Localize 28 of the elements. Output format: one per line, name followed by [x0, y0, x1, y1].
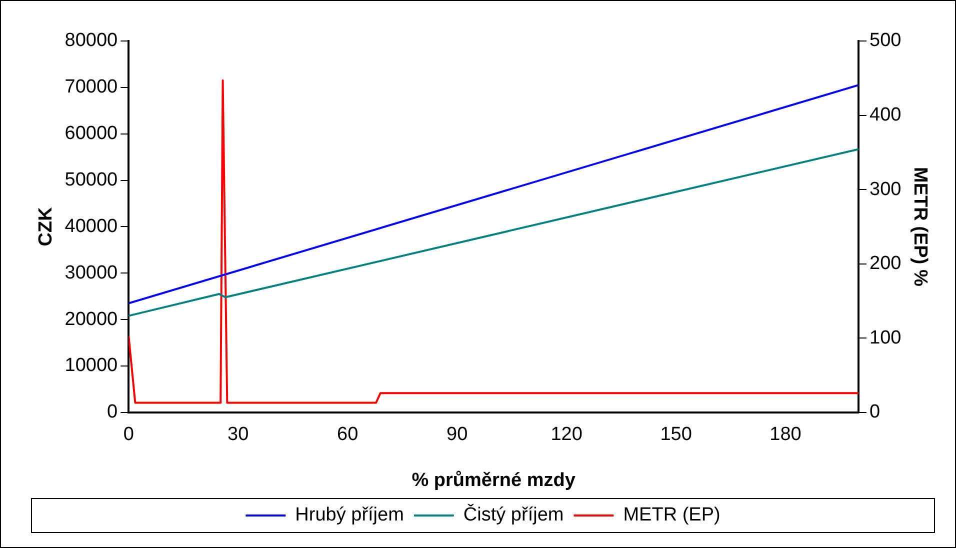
y-tick-label: 50000	[64, 170, 118, 191]
y-tick-label: 10000	[64, 355, 118, 376]
x-tick-label: 60	[337, 424, 358, 446]
y2-tick-label: 100	[870, 327, 902, 348]
y-axis-title: CZK	[36, 206, 57, 246]
y2-tick-label: 200	[870, 253, 902, 274]
x-tick-label: 30	[228, 424, 249, 446]
y-tick-label: 60000	[64, 123, 118, 144]
y2-tick-label: 0	[870, 402, 880, 423]
legend-label: METR (EP)	[623, 504, 720, 526]
y-tick-label: 70000	[64, 76, 118, 98]
x-tick-label: 120	[550, 424, 582, 446]
legend-label: Hrubý příjem	[295, 504, 404, 526]
y2-tick-label: 500	[870, 30, 902, 52]
y-tick-label: 40000	[64, 216, 118, 237]
y2-tick-label: 400	[870, 104, 902, 126]
y-tick-label: 80000	[64, 30, 118, 52]
x-axis-title: % průměrné mzdy	[412, 470, 576, 491]
x-tick-label: 150	[660, 424, 692, 446]
y2-axis-title: METR (EP) %	[909, 167, 930, 286]
x-tick-label: 180	[770, 424, 802, 446]
x-tick-label: 90	[446, 424, 468, 446]
x-tick-label: 0	[123, 424, 134, 446]
y-tick-label: 20000	[64, 308, 118, 330]
y-tick-label: 30000	[64, 262, 118, 284]
y2-tick-label: 300	[870, 178, 902, 200]
legend-label: Čistý příjem	[463, 504, 564, 526]
y-tick-label: 0	[107, 402, 118, 423]
